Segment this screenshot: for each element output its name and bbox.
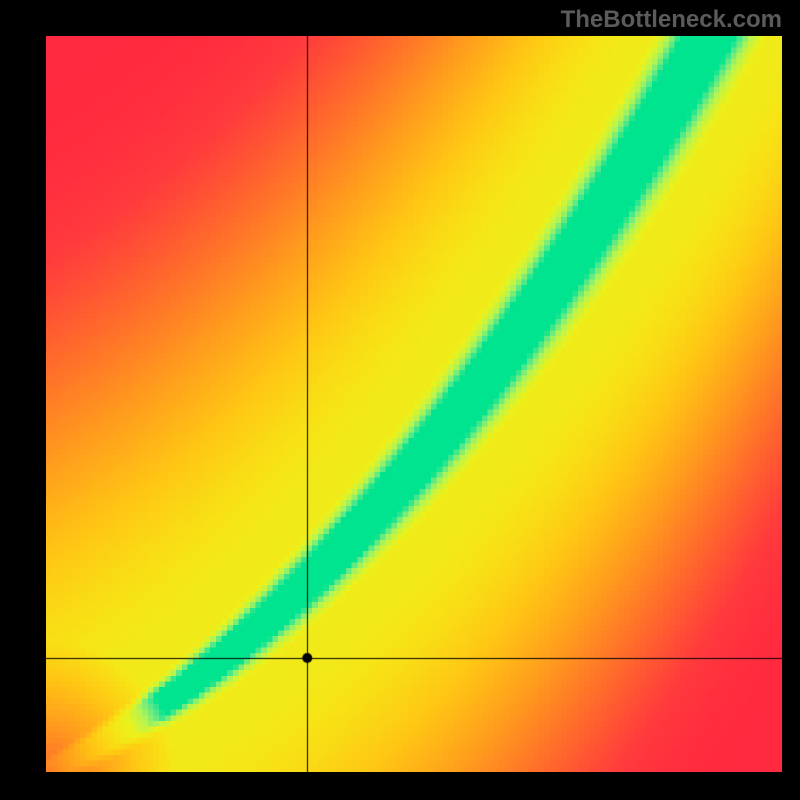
chart-container: { "watermark": { "text": "TheBottleneck.…	[0, 0, 800, 800]
crosshair-overlay	[46, 36, 782, 772]
watermark-text: TheBottleneck.com	[561, 6, 782, 34]
